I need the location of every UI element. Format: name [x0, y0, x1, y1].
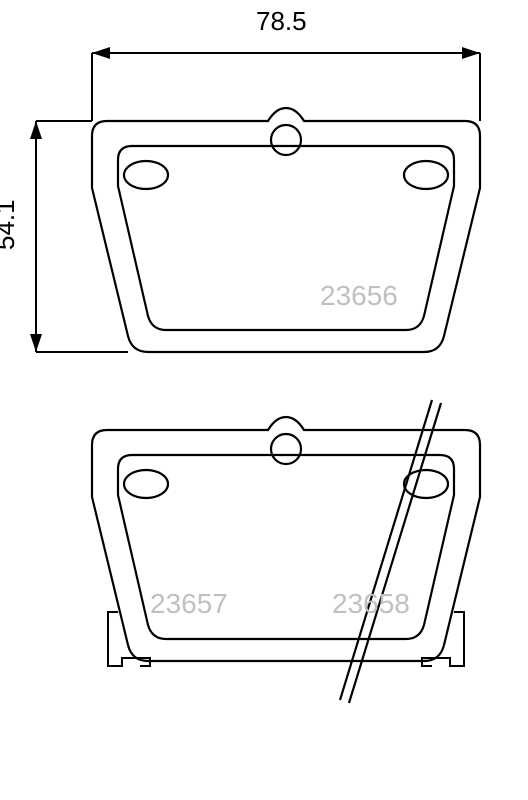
width-dimension-label: 78.5: [256, 6, 307, 37]
part-number-bottom-right: 23658: [332, 588, 410, 620]
top-brake-pad: [92, 108, 480, 352]
height-dimension: [30, 121, 128, 352]
technical-drawing: [0, 0, 528, 800]
part-number-top: 23656: [320, 280, 398, 312]
part-number-bottom-left: 23657: [150, 588, 228, 620]
bottom-brake-pad: [92, 400, 480, 703]
width-dimension: [92, 47, 480, 121]
height-dimension-label: 54.1: [0, 170, 21, 250]
